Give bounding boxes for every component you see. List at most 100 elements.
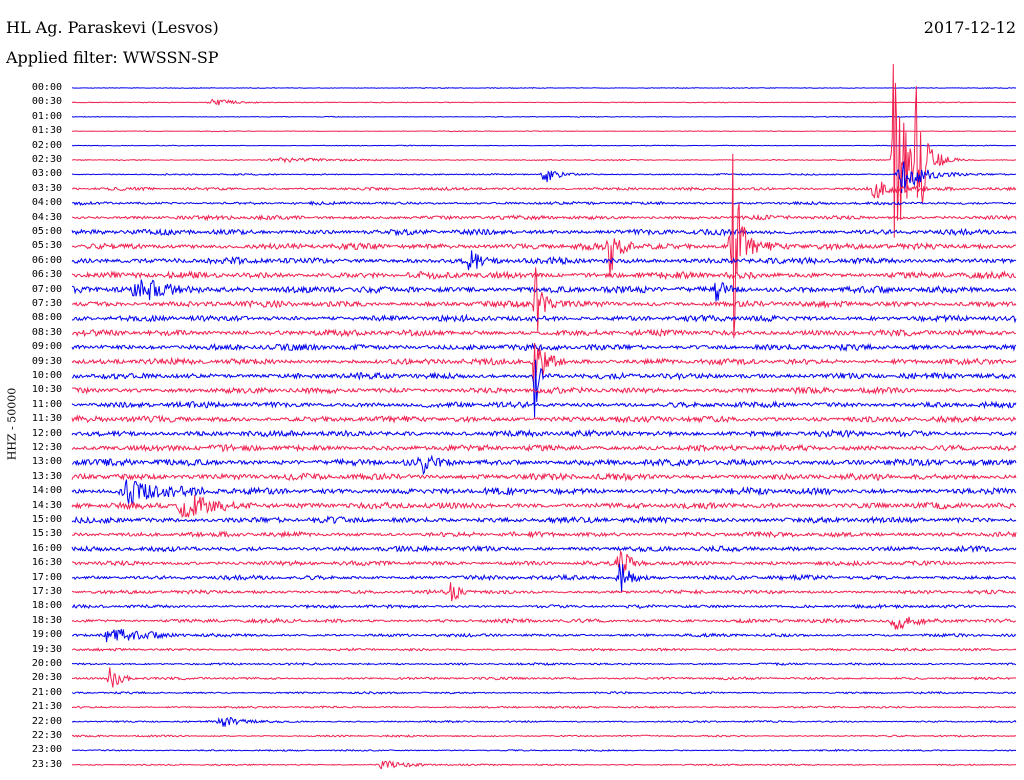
trace-row-0430	[71, 213, 1017, 222]
trace-row-2030	[72, 667, 1017, 688]
trace-row-1230	[71, 443, 1017, 453]
hour-label: 10:00	[31, 370, 62, 381]
hour-label: 23:00	[31, 744, 62, 756]
trace-row-0930	[71, 342, 1017, 386]
hour-label: 20:00	[31, 658, 62, 669]
trace-row-0200	[71, 144, 1017, 147]
trace-row-0400	[71, 200, 1017, 207]
trace-row-2100	[71, 690, 1017, 695]
trace-row-1500	[71, 515, 1017, 525]
trace-row-2200	[71, 717, 1017, 727]
hour-label: 13:00	[31, 456, 62, 468]
trace-row-1600	[71, 544, 1017, 554]
hour-label: 09:00	[31, 341, 62, 353]
trace-row-0800	[71, 313, 1017, 324]
hour-label: 02:30	[31, 154, 62, 165]
trace-row-0030	[71, 98, 1016, 106]
hour-label: 20:30	[31, 672, 62, 684]
hour-label: 05:30	[31, 240, 62, 252]
hour-label: 18:00	[31, 600, 62, 612]
hour-label: 07:00	[31, 283, 62, 295]
hour-label: 17:00	[31, 571, 62, 583]
trace-row-1730	[71, 582, 1017, 602]
station-title: HL Ag. Paraskevi (Lesvos)	[6, 18, 219, 37]
date-label: 2017-12-12	[923, 18, 1016, 37]
filter-label: Applied filter: WWSSN-SP	[6, 48, 219, 67]
trace-row-2000	[71, 662, 1017, 667]
hour-label: 21:00	[31, 686, 62, 698]
trace-row-0530	[71, 153, 1017, 339]
trace-row-1330	[71, 472, 1017, 482]
trace-row-0730	[72, 267, 1017, 332]
trace-row-1300	[71, 454, 1017, 476]
hour-label: 01:00	[31, 110, 62, 122]
trace-row-1430	[71, 494, 1017, 518]
hour-label: 16:00	[31, 542, 62, 554]
trace-row-0600	[71, 250, 1017, 271]
trace-row-0630	[71, 270, 1017, 281]
hour-label: 04:30	[31, 211, 62, 223]
hour-label: 10:30	[31, 384, 62, 396]
trace-row-0900	[71, 342, 1017, 352]
hour-label: 12:30	[31, 442, 62, 453]
hour-label: 09:30	[31, 355, 62, 367]
hour-label: 00:30	[31, 96, 62, 108]
hour-label: 15:00	[31, 514, 62, 525]
trace-row-0330	[71, 181, 1017, 199]
hour-label: 23:30	[31, 758, 62, 770]
hour-label: 13:30	[31, 470, 62, 482]
hour-label: 19:00	[31, 629, 62, 641]
hour-label: 16:30	[31, 557, 62, 569]
hour-label: 18:30	[31, 614, 62, 626]
trace-row-1900	[71, 628, 1017, 643]
trace-row-1800	[71, 603, 1017, 610]
trace-row-1200	[71, 428, 1017, 439]
trace-row-0700	[71, 279, 1017, 302]
hour-label: 14:30	[31, 499, 62, 511]
trace-row-1130	[71, 414, 1017, 424]
trace-row-1630	[71, 549, 1017, 574]
hour-label: 06:30	[31, 269, 62, 281]
hour-label: 04:00	[31, 197, 62, 209]
hour-label: 03:30	[31, 182, 62, 194]
trace-row-2330	[71, 760, 1017, 770]
hour-label: 02:00	[31, 139, 62, 151]
hour-label: 03:00	[31, 168, 62, 180]
trace-row-1000	[71, 359, 1017, 418]
hour-label: 12:00	[31, 427, 62, 439]
trace-row-2130	[72, 705, 1016, 709]
trace-row-1700	[71, 563, 1017, 593]
hour-label: 00:00	[31, 82, 62, 93]
hour-label: 17:30	[31, 586, 62, 597]
hour-label: 15:30	[31, 528, 62, 540]
trace-row-1830	[71, 616, 1017, 630]
hour-label: 22:00	[31, 715, 62, 727]
hour-label: 22:30	[31, 730, 62, 741]
hour-label: 05:00	[31, 226, 62, 237]
trace-row-0230	[71, 63, 1017, 238]
trace-row-0100	[71, 115, 1017, 118]
trace-row-0830	[71, 328, 1017, 338]
hour-label: 01:30	[31, 125, 62, 137]
trace-row-0300	[71, 161, 1016, 194]
trace-row-2300	[71, 748, 1017, 753]
hour-label: 06:00	[31, 254, 62, 266]
hour-label: 08:30	[31, 326, 62, 338]
trace-row-1030	[71, 385, 1017, 396]
trace-row-0500	[71, 227, 1017, 237]
hour-label: 19:30	[31, 643, 62, 655]
trace-row-1930	[71, 647, 1017, 652]
trace-row-0000	[72, 87, 1017, 89]
hour-label: 21:30	[31, 701, 62, 713]
trace-row-1400	[71, 479, 1017, 504]
trace-row-1530	[71, 530, 1017, 539]
hour-label: 08:00	[31, 312, 62, 324]
trace-row-2230	[71, 734, 1017, 738]
hour-label: 14:00	[31, 485, 62, 497]
trace-row-0130	[71, 130, 1017, 133]
hour-label: 11:00	[31, 398, 62, 410]
hour-label: 07:30	[31, 298, 62, 309]
trace-row-1100	[71, 400, 1017, 410]
hour-label: 11:30	[31, 413, 62, 425]
